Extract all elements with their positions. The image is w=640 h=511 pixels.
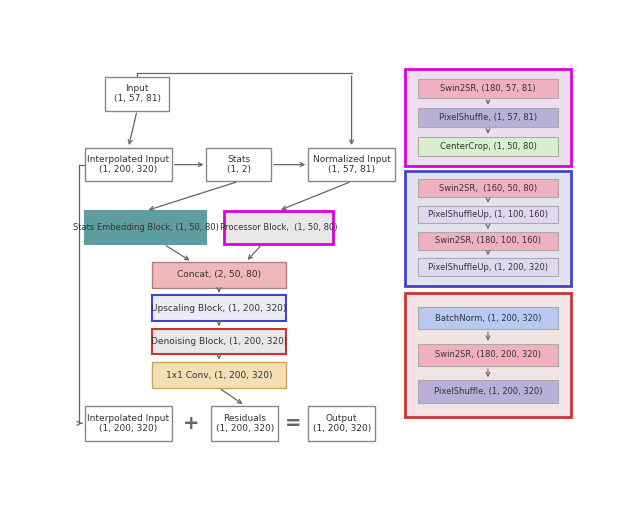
Text: Swin2SR, (180, 100, 160): Swin2SR, (180, 100, 160) [435,236,541,245]
FancyBboxPatch shape [418,380,557,403]
Text: Output
(1, 200, 320): Output (1, 200, 320) [312,413,371,433]
FancyBboxPatch shape [85,406,172,441]
FancyBboxPatch shape [105,77,169,110]
FancyBboxPatch shape [224,211,333,244]
Text: PixelShuffleUp, (1, 100, 160): PixelShuffleUp, (1, 100, 160) [428,210,548,219]
FancyBboxPatch shape [207,148,271,181]
FancyBboxPatch shape [85,148,172,181]
FancyBboxPatch shape [152,262,286,288]
FancyBboxPatch shape [418,179,557,197]
FancyBboxPatch shape [418,307,557,330]
Text: 1x1 Conv, (1, 200, 320): 1x1 Conv, (1, 200, 320) [166,370,272,380]
Text: CenterCrop, (1, 50, 80): CenterCrop, (1, 50, 80) [440,142,536,151]
Text: Processor Block,  (1, 50, 80): Processor Block, (1, 50, 80) [220,223,337,232]
FancyBboxPatch shape [418,258,557,276]
FancyBboxPatch shape [308,406,375,441]
FancyBboxPatch shape [418,79,557,98]
Text: Stats
(1, 2): Stats (1, 2) [227,155,251,174]
FancyBboxPatch shape [405,293,571,417]
Text: PixelShuffle, (1, 200, 320): PixelShuffle, (1, 200, 320) [434,387,542,396]
FancyBboxPatch shape [418,344,557,366]
Text: Input
(1, 57, 81): Input (1, 57, 81) [113,84,161,104]
FancyBboxPatch shape [418,206,557,223]
FancyBboxPatch shape [152,295,286,321]
Text: PixelShuffle, (1, 57, 81): PixelShuffle, (1, 57, 81) [439,113,537,122]
FancyBboxPatch shape [152,362,286,388]
Text: Residuals
(1, 200, 320): Residuals (1, 200, 320) [216,413,274,433]
FancyBboxPatch shape [308,148,395,181]
Text: Swin2SR, (180, 200, 320): Swin2SR, (180, 200, 320) [435,351,541,359]
Text: Interpolated Input
(1, 200, 320): Interpolated Input (1, 200, 320) [87,413,170,433]
Text: Interpolated Input
(1, 200, 320): Interpolated Input (1, 200, 320) [87,155,170,174]
Text: Upscaling Block, (1, 200, 320): Upscaling Block, (1, 200, 320) [151,304,287,313]
Text: Swin2SR, (180, 57, 81): Swin2SR, (180, 57, 81) [440,84,536,93]
FancyBboxPatch shape [405,172,571,286]
Text: Denoising Block, (1, 200, 320): Denoising Block, (1, 200, 320) [150,337,287,346]
Text: Normalized Input
(1, 57, 81): Normalized Input (1, 57, 81) [312,155,390,174]
Text: PixelShuffleUp, (1, 200, 320): PixelShuffleUp, (1, 200, 320) [428,263,548,271]
FancyBboxPatch shape [405,69,571,166]
FancyBboxPatch shape [85,211,207,244]
Text: Swin2SR,  (160, 50, 80): Swin2SR, (160, 50, 80) [439,184,537,193]
Text: Stats Embedding Block, (1, 50, 80): Stats Embedding Block, (1, 50, 80) [73,223,219,232]
Text: =: = [285,414,301,433]
Text: +: + [183,414,200,433]
FancyBboxPatch shape [418,232,557,250]
FancyBboxPatch shape [418,108,557,127]
Text: Concat, (2, 50, 80): Concat, (2, 50, 80) [177,270,261,280]
FancyBboxPatch shape [211,406,278,441]
Text: BatchNorm, (1, 200, 320): BatchNorm, (1, 200, 320) [435,314,541,323]
FancyBboxPatch shape [152,329,286,355]
FancyBboxPatch shape [418,136,557,156]
